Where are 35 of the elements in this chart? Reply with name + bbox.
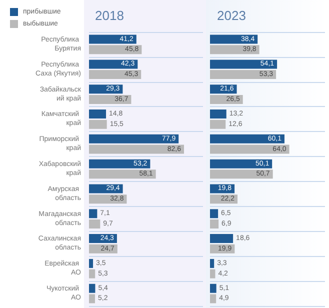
bar [210,294,216,304]
bar [210,234,234,244]
bar [89,294,95,304]
bar [89,45,142,54]
bar [89,209,98,218]
bar [89,144,184,154]
bar [210,134,284,144]
bar [89,159,150,168]
bar [210,70,276,80]
bar [89,258,94,268]
bar [210,209,218,218]
bar [89,170,156,179]
chart-title: 2023 [217,8,246,23]
bar [89,34,136,44]
bar [89,110,106,119]
bar [210,269,216,278]
bar [89,269,96,278]
bar [89,70,142,80]
bar [89,284,96,293]
bar [210,34,258,44]
bar [89,219,100,228]
bar [210,219,219,228]
bar [210,60,278,69]
bar [210,45,260,54]
bar [89,60,138,69]
bar [210,159,272,168]
bar [89,134,179,144]
bar [210,258,214,268]
chart-title: 2018 [95,8,124,23]
bar [210,144,290,154]
bar [89,120,107,129]
bar [210,120,226,129]
bar [210,110,226,119]
bar [210,170,273,179]
bar [210,284,216,293]
